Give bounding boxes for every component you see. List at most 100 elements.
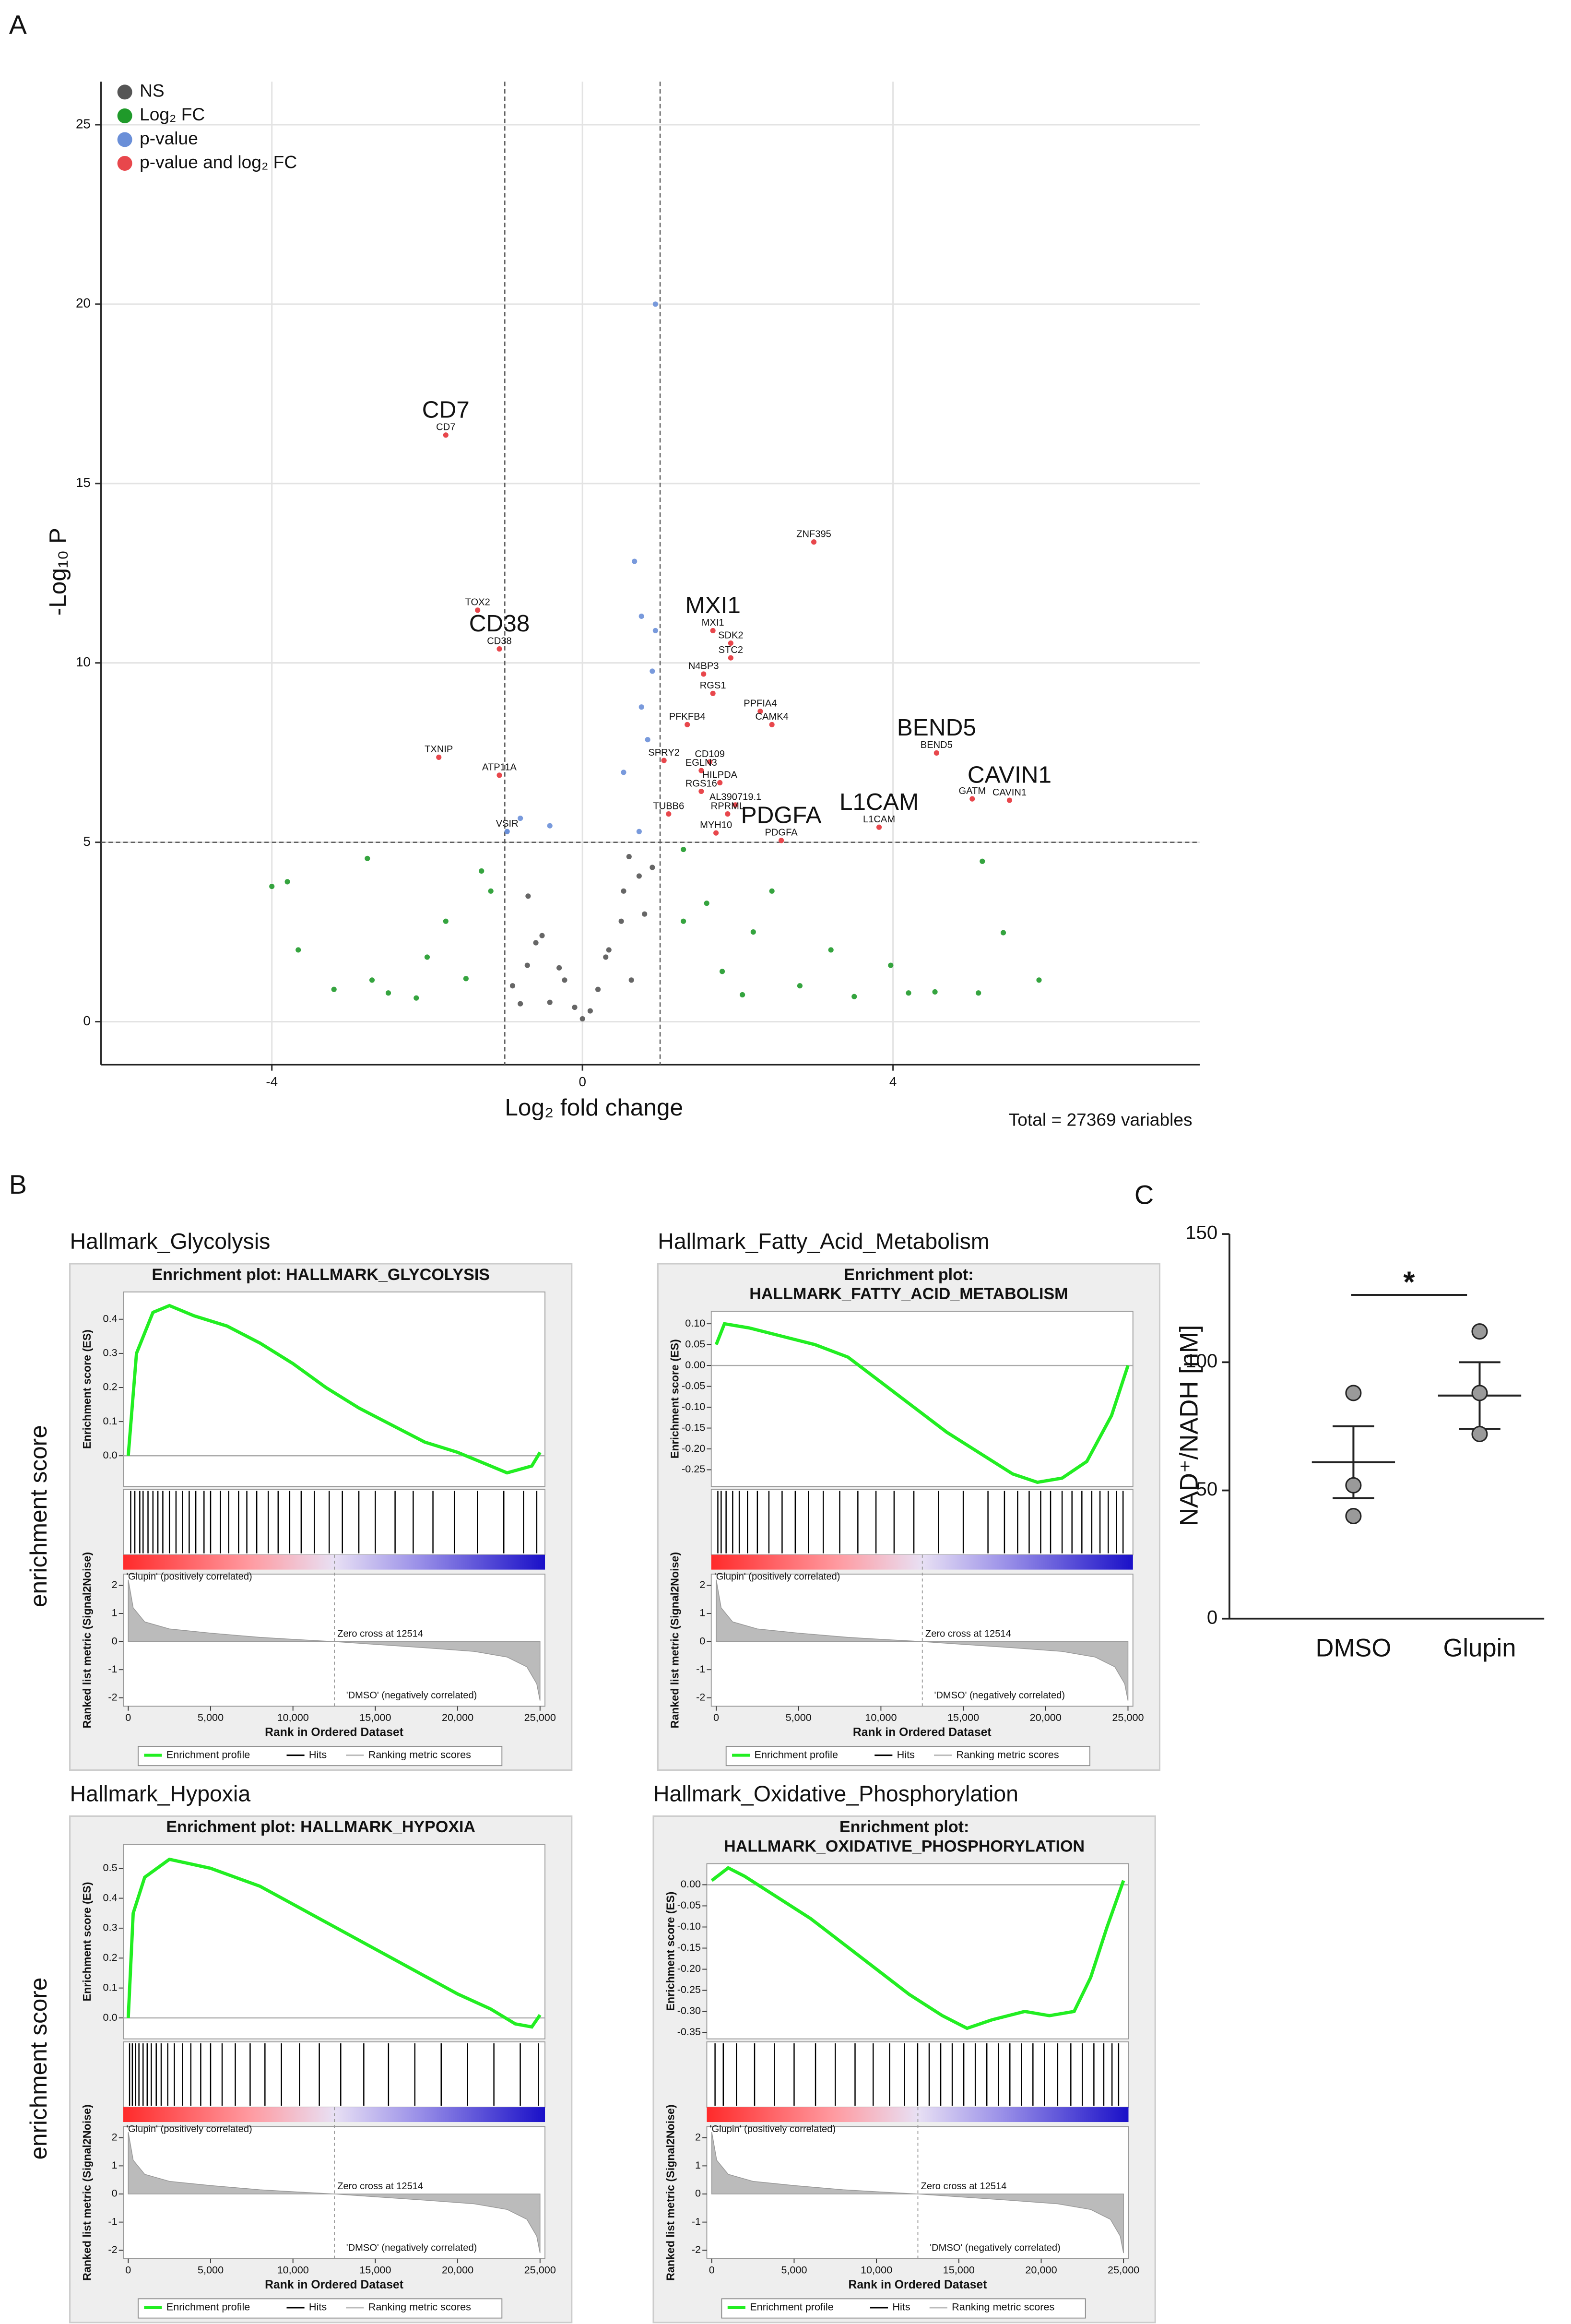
- point: [652, 301, 658, 307]
- gene-point: [661, 758, 667, 763]
- y-axis-label: Enrichment score (ES): [81, 1882, 93, 2002]
- gene-point: [443, 432, 449, 438]
- y-tick-label: 100: [1185, 1350, 1217, 1372]
- point: [769, 888, 775, 894]
- gene-point: [707, 759, 713, 765]
- gene-label: PDGFA: [765, 828, 798, 838]
- es-area: [710, 1311, 1134, 1487]
- gene-label: AL390719.1: [709, 792, 761, 803]
- legend-label: Log₂ FC: [140, 104, 205, 124]
- gene-point: [698, 768, 704, 773]
- legend-label: Enrichment profile: [750, 2301, 834, 2313]
- y-tick-label: 0.3: [103, 1921, 118, 1933]
- es-area: [123, 1291, 546, 1487]
- plot-title: HALLMARK_FATTY_ACID_METABOLISM: [749, 1285, 1068, 1303]
- legend-label: Enrichment profile: [166, 1748, 250, 1760]
- gene-label: MXI1: [702, 617, 724, 628]
- y-tick-label: -1: [696, 1663, 705, 1675]
- x-axis-label: Rank in Ordered Dataset: [849, 2278, 987, 2291]
- y-axis-label: Enrichment score (ES): [669, 1339, 681, 1458]
- point: [638, 704, 644, 710]
- point: [284, 879, 290, 885]
- point: [621, 888, 626, 894]
- y-tick-label: 0.5: [103, 1862, 118, 1873]
- legend-label: Hits: [309, 2301, 327, 2313]
- legend-label: Hits: [309, 1748, 327, 1760]
- y-tick-label: -0.15: [677, 1941, 701, 1953]
- y-tick-label: -0.30: [677, 2004, 701, 2016]
- panel-label: A: [9, 10, 27, 39]
- legend-label: Ranking metric scores: [368, 2301, 471, 2313]
- point: [269, 884, 275, 889]
- gene-point: [698, 788, 704, 794]
- point: [632, 558, 638, 564]
- gene-label-large: L1CAM: [839, 789, 919, 815]
- y-tick-label: -0.35: [677, 2026, 701, 2038]
- plot-title: Enrichment plot:: [839, 1818, 969, 1836]
- y-tick-label: 150: [1185, 1222, 1217, 1244]
- x-tick-label: 15,000: [943, 2264, 975, 2276]
- point: [621, 770, 626, 775]
- gene-point: [1006, 797, 1013, 803]
- point: [518, 1001, 523, 1007]
- point: [533, 940, 539, 946]
- x-tick-label: 0: [713, 1711, 719, 1723]
- gene-label-large: CD7: [422, 396, 470, 423]
- x-tick-label: 20,000: [1025, 2264, 1057, 2276]
- legend-label: Enrichment profile: [166, 2301, 250, 2313]
- y-tick-label: 0: [695, 2187, 701, 2199]
- legend-label: p-value and log₂ FC: [140, 152, 297, 172]
- x-tick-label: 5,000: [786, 1711, 812, 1723]
- y-tick-label: -1: [108, 1663, 117, 1675]
- gene-point: [779, 838, 784, 843]
- gene-point: [933, 750, 939, 756]
- point: [1036, 977, 1042, 983]
- gene-label: TOX2: [465, 597, 490, 608]
- legend-swatch: [117, 108, 132, 123]
- point: [650, 668, 655, 674]
- gene-point: [496, 646, 502, 652]
- x-tick-label: 0: [579, 1074, 586, 1089]
- plot-title: Enrichment plot: HALLMARK_GLYCOLYSIS: [152, 1266, 490, 1284]
- y-tick-label: -0.10: [677, 1920, 701, 1932]
- y-axis-label: -Log₁₀ P: [45, 528, 71, 616]
- point: [572, 1005, 578, 1010]
- x-tick-label: 15,000: [359, 1711, 391, 1723]
- y-tick-label: -0.20: [682, 1442, 705, 1454]
- gene-label: VSIR: [496, 818, 519, 829]
- x-tick-label: 5,000: [781, 2264, 807, 2276]
- gene-label: TXNIP: [425, 744, 453, 755]
- legend-box: [725, 1746, 1090, 1767]
- y-tick-label: 2: [695, 2131, 701, 2143]
- plot-title: HALLMARK_OXIDATIVE_PHOSPHORYLATION: [724, 1837, 1085, 1855]
- gene-point: [717, 780, 723, 786]
- gene-label: MYH10: [700, 820, 732, 830]
- point: [1345, 1507, 1362, 1525]
- gene-point: [685, 722, 690, 727]
- side-label: enrichment score: [25, 1978, 52, 2160]
- point: [525, 893, 531, 899]
- x-tick-label: 10,000: [277, 2264, 309, 2276]
- ranking-metric: [711, 2132, 1124, 2253]
- point: [797, 983, 803, 989]
- y-axis-label: Ranked list metric (Signal2Noise): [81, 1552, 93, 1729]
- panel-label: C: [1134, 1180, 1154, 1209]
- y-axis-label: Ranked list metric (Signal2Noise): [669, 1552, 681, 1729]
- gene-label: HILPDA: [702, 770, 737, 780]
- enrichment-profile: [710, 1866, 1125, 2030]
- side-label: enrichment score: [25, 1425, 52, 1607]
- gene-point: [713, 830, 719, 836]
- point: [1000, 930, 1006, 936]
- zero-cross-label: Zero cross at 12514: [925, 1628, 1011, 1639]
- gene-point: [710, 628, 716, 633]
- point: [443, 918, 449, 924]
- x-tick-label: 5,000: [198, 2264, 224, 2276]
- plot-suptitle: Hallmark_Fatty_Acid_Metabolism: [658, 1229, 989, 1254]
- point: [681, 847, 686, 853]
- point: [642, 911, 648, 917]
- point: [385, 990, 391, 996]
- gene-point: [769, 722, 775, 727]
- y-tick-label: 0: [83, 1013, 90, 1028]
- es-area: [123, 1844, 546, 2039]
- point: [518, 815, 523, 821]
